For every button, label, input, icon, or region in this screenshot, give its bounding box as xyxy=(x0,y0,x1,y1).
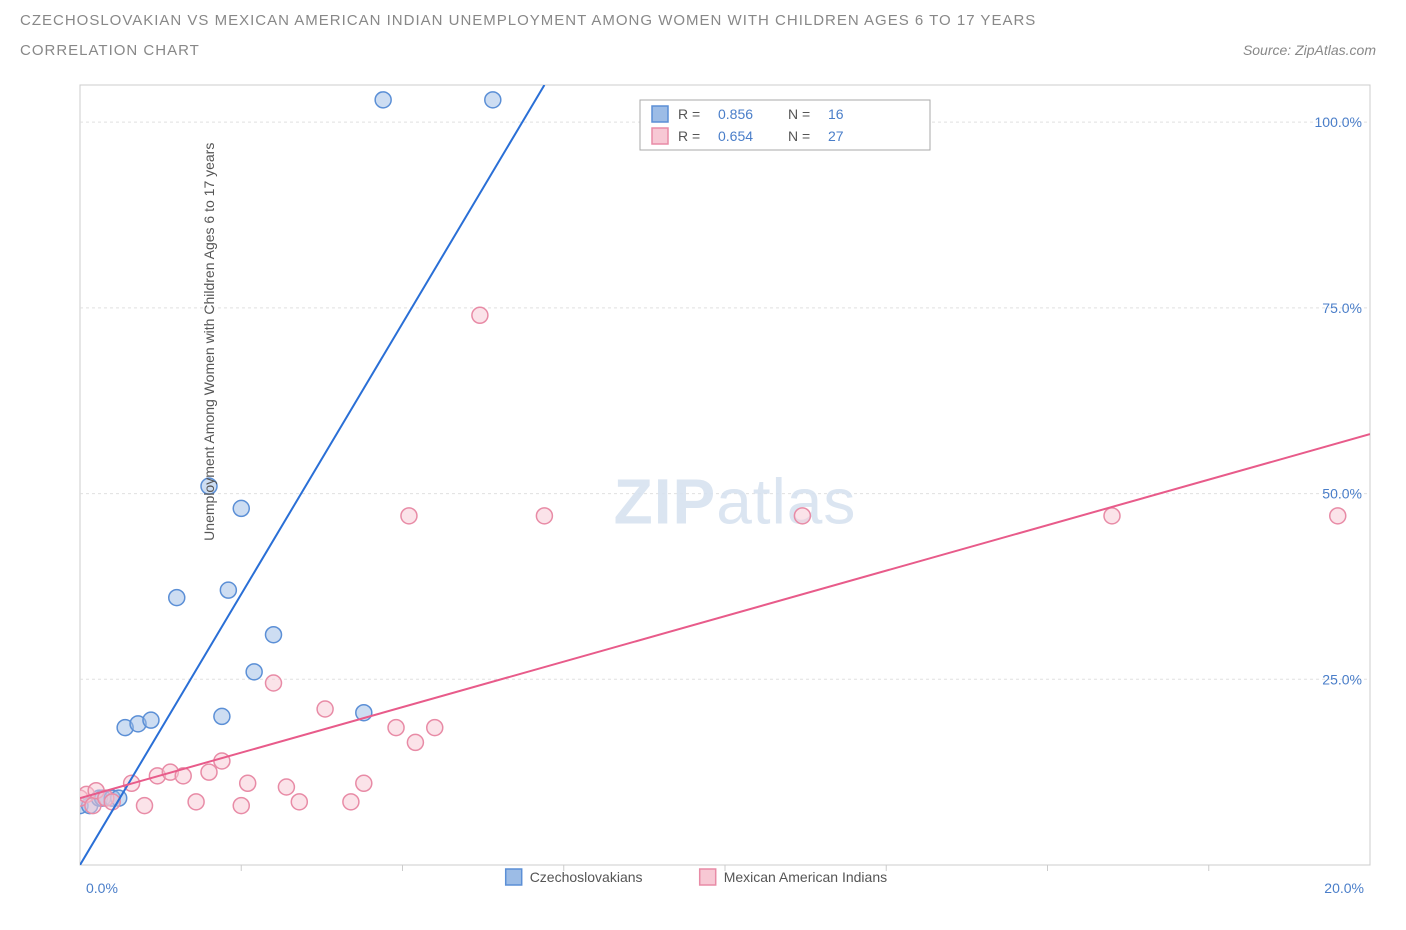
y-tick-label: 50.0% xyxy=(1322,486,1362,502)
stats-n-value: 16 xyxy=(828,106,844,122)
watermark: ZIPatlas xyxy=(614,466,857,538)
data-point xyxy=(266,627,282,643)
stats-label: R = xyxy=(678,106,700,122)
chart-title-line2: CORRELATION CHART xyxy=(20,42,200,59)
legend-swatch xyxy=(506,869,522,885)
data-point xyxy=(143,712,159,728)
chart-container: Unemployment Among Women with Children A… xyxy=(20,75,1386,910)
data-point xyxy=(388,720,404,736)
y-axis-label: Unemployment Among Women with Children A… xyxy=(201,142,217,540)
data-point xyxy=(214,753,230,769)
data-point xyxy=(427,720,443,736)
legend-swatch xyxy=(652,106,668,122)
legend-label: Mexican American Indians xyxy=(724,869,887,885)
legend-swatch xyxy=(652,128,668,144)
chart-title-line1: CZECHOSLOVAKIAN VS MEXICAN AMERICAN INDI… xyxy=(20,12,1036,29)
data-point xyxy=(1104,508,1120,524)
stats-r-value: 0.856 xyxy=(718,106,753,122)
trend-line xyxy=(80,85,544,865)
data-point xyxy=(220,582,236,598)
data-point xyxy=(188,794,204,810)
data-point xyxy=(343,794,359,810)
stats-label: N = xyxy=(788,128,810,144)
data-point xyxy=(246,664,262,680)
data-point xyxy=(407,734,423,750)
data-point xyxy=(137,798,153,814)
data-point xyxy=(317,701,333,717)
legend-label: Czechoslovakians xyxy=(530,869,643,885)
legend-swatch xyxy=(700,869,716,885)
data-point xyxy=(1330,508,1346,524)
data-point xyxy=(201,764,217,780)
y-tick-label: 25.0% xyxy=(1322,671,1362,687)
data-point xyxy=(278,779,294,795)
scatter-chart: 25.0% 50.0% 75.0% 100.0% 0.0% 20.0% ZIPatlas R … xyxy=(20,75,1390,910)
data-point xyxy=(356,775,372,791)
source-attribution: Source: ZipAtlas.com xyxy=(1243,42,1376,58)
data-point xyxy=(472,307,488,323)
data-point xyxy=(266,675,282,691)
data-point xyxy=(233,798,249,814)
data-point xyxy=(169,590,185,606)
data-point xyxy=(240,775,256,791)
stats-r-value: 0.654 xyxy=(718,128,753,144)
x-axis-min-label: 0.0% xyxy=(86,880,118,896)
data-point xyxy=(291,794,307,810)
y-tick-label: 75.0% xyxy=(1322,300,1362,316)
y-tick-label: 100.0% xyxy=(1315,114,1362,130)
data-point xyxy=(485,92,501,108)
data-point xyxy=(233,500,249,516)
x-axis-max-label: 20.0% xyxy=(1324,880,1364,896)
stats-n-value: 27 xyxy=(828,128,844,144)
data-point xyxy=(214,708,230,724)
data-point xyxy=(536,508,552,524)
data-point xyxy=(375,92,391,108)
data-point xyxy=(794,508,810,524)
stats-label: N = xyxy=(788,106,810,122)
data-point xyxy=(401,508,417,524)
stats-label: R = xyxy=(678,128,700,144)
